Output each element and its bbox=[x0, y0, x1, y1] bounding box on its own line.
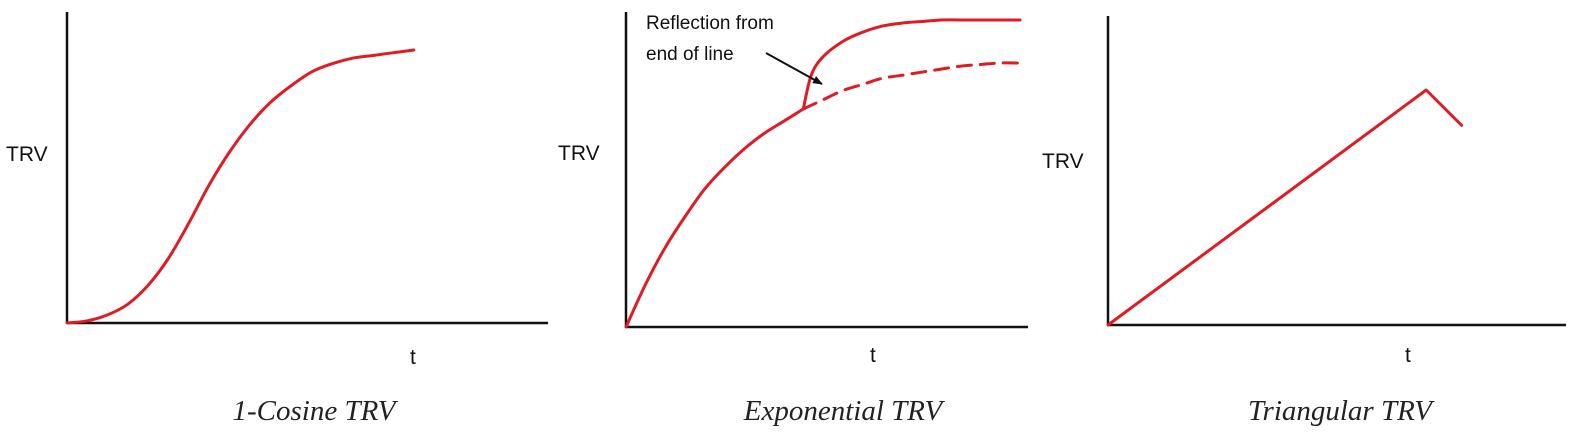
chart-caption: Triangular TRV bbox=[1248, 395, 1435, 427]
series-line-solid-0 bbox=[65, 48, 416, 325]
y-axis-label: TRV bbox=[1042, 150, 1084, 173]
annotation-arrow bbox=[765, 52, 823, 85]
chart-caption: Exponential TRV bbox=[743, 395, 946, 427]
y-axis-label: TRV bbox=[558, 142, 600, 165]
annotation-text-line-1: end of line bbox=[646, 44, 734, 65]
series-line-solid-0 bbox=[624, 107, 805, 329]
series-line-solid-0 bbox=[1106, 88, 1464, 327]
series-line-dashed-1 bbox=[801, 61, 1022, 111]
series-line-solid-2 bbox=[801, 18, 1022, 111]
x-axis-label: t bbox=[1405, 344, 1411, 367]
annotation-text-line-0: Reflection from bbox=[646, 13, 774, 34]
panel-1-cosine-trv: TRV t 1-Cosine TRV bbox=[6, 12, 548, 427]
x-axis-label: t bbox=[410, 346, 416, 369]
panel-triangular-trv: TRV t Triangular TRV bbox=[1042, 16, 1566, 427]
chart-caption: 1-Cosine TRV bbox=[233, 395, 399, 427]
x-axis-label: t bbox=[870, 344, 876, 367]
panel-exponential-trv: TRV t Exponential TRV Reflection from end of… bbox=[558, 12, 1028, 427]
y-axis-label: TRV bbox=[6, 143, 48, 166]
